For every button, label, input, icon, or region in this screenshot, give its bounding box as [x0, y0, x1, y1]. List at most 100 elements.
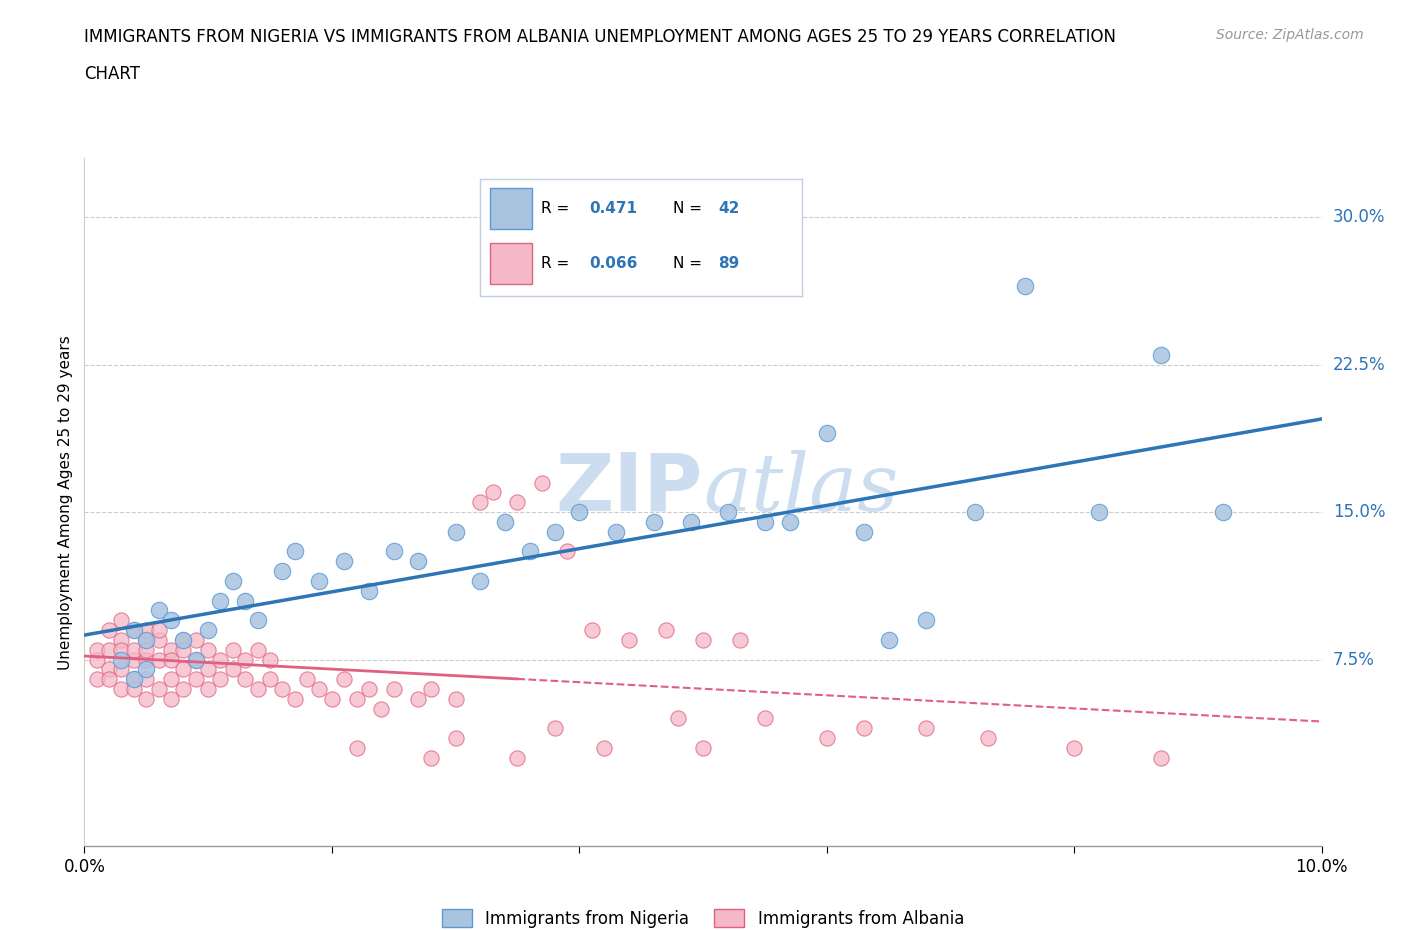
Point [346, 691, 368, 706]
Point [160, 613, 183, 628]
Point [779, 514, 801, 529]
Point [444, 691, 467, 706]
Point [197, 682, 219, 697]
Point [135, 671, 157, 686]
Point [605, 525, 627, 539]
Point [1014, 278, 1036, 293]
Point [86, 643, 108, 658]
Point [444, 731, 467, 746]
Point [914, 721, 936, 736]
Point [246, 682, 269, 697]
Point [122, 671, 145, 686]
Point [976, 731, 998, 746]
Point [1212, 505, 1234, 520]
Point [160, 691, 183, 706]
Text: Source: ZipAtlas.com: Source: ZipAtlas.com [1216, 28, 1364, 42]
Point [543, 721, 565, 736]
Point [135, 643, 157, 658]
Point [568, 505, 591, 520]
Text: atlas: atlas [703, 450, 898, 527]
Point [246, 613, 269, 628]
Point [197, 622, 219, 637]
Point [419, 751, 441, 765]
Point [209, 671, 232, 686]
Point [209, 652, 232, 667]
Point [148, 622, 170, 637]
Point [617, 632, 640, 647]
Point [1150, 347, 1173, 362]
Point [233, 671, 256, 686]
Point [184, 671, 207, 686]
Point [135, 691, 157, 706]
Point [370, 701, 392, 716]
Point [754, 514, 776, 529]
Point [382, 682, 405, 697]
Point [122, 671, 145, 686]
Point [110, 613, 132, 628]
Point [295, 671, 318, 686]
Point [408, 553, 430, 568]
Point [160, 643, 183, 658]
Point [86, 652, 108, 667]
Text: 22.5%: 22.5% [1333, 355, 1385, 374]
Point [110, 632, 132, 647]
Point [98, 671, 121, 686]
Point [321, 691, 343, 706]
Point [135, 622, 157, 637]
Point [259, 671, 281, 686]
Point [233, 593, 256, 608]
Point [122, 622, 145, 637]
Point [148, 652, 170, 667]
Point [444, 525, 467, 539]
Point [222, 643, 245, 658]
Point [122, 682, 145, 697]
Point [135, 632, 157, 647]
Point [98, 643, 121, 658]
Text: CHART: CHART [84, 65, 141, 83]
Point [717, 505, 740, 520]
Point [271, 682, 294, 697]
Point [172, 682, 194, 697]
Point [470, 495, 492, 510]
Point [1150, 751, 1173, 765]
Point [172, 662, 194, 677]
Point [110, 682, 132, 697]
Point [98, 622, 121, 637]
Point [679, 514, 702, 529]
Text: 7.5%: 7.5% [1333, 650, 1375, 669]
Point [494, 514, 516, 529]
Point [531, 475, 554, 490]
Point [581, 622, 603, 637]
Point [122, 652, 145, 667]
Point [728, 632, 751, 647]
Point [122, 622, 145, 637]
Point [543, 525, 565, 539]
Point [914, 613, 936, 628]
Point [172, 632, 194, 647]
Point [184, 652, 207, 667]
Point [160, 671, 183, 686]
Point [357, 583, 380, 598]
Text: IMMIGRANTS FROM NIGERIA VS IMMIGRANTS FROM ALBANIA UNEMPLOYMENT AMONG AGES 25 TO: IMMIGRANTS FROM NIGERIA VS IMMIGRANTS FR… [84, 28, 1116, 46]
Text: 30.0%: 30.0% [1333, 208, 1385, 226]
Point [655, 622, 678, 637]
Point [98, 662, 121, 677]
Point [209, 593, 232, 608]
Point [233, 652, 256, 667]
Text: ZIP: ZIP [555, 449, 703, 527]
Text: 15.0%: 15.0% [1333, 503, 1385, 521]
Point [184, 652, 207, 667]
Point [197, 662, 219, 677]
Point [308, 574, 330, 589]
Point [357, 682, 380, 697]
Point [692, 632, 714, 647]
Point [965, 505, 987, 520]
Point [815, 426, 838, 441]
Point [593, 740, 616, 755]
Point [86, 671, 108, 686]
Point [333, 671, 356, 686]
Point [506, 751, 529, 765]
Point [122, 643, 145, 658]
Point [852, 525, 875, 539]
Legend: Immigrants from Nigeria, Immigrants from Albania: Immigrants from Nigeria, Immigrants from… [436, 903, 970, 930]
